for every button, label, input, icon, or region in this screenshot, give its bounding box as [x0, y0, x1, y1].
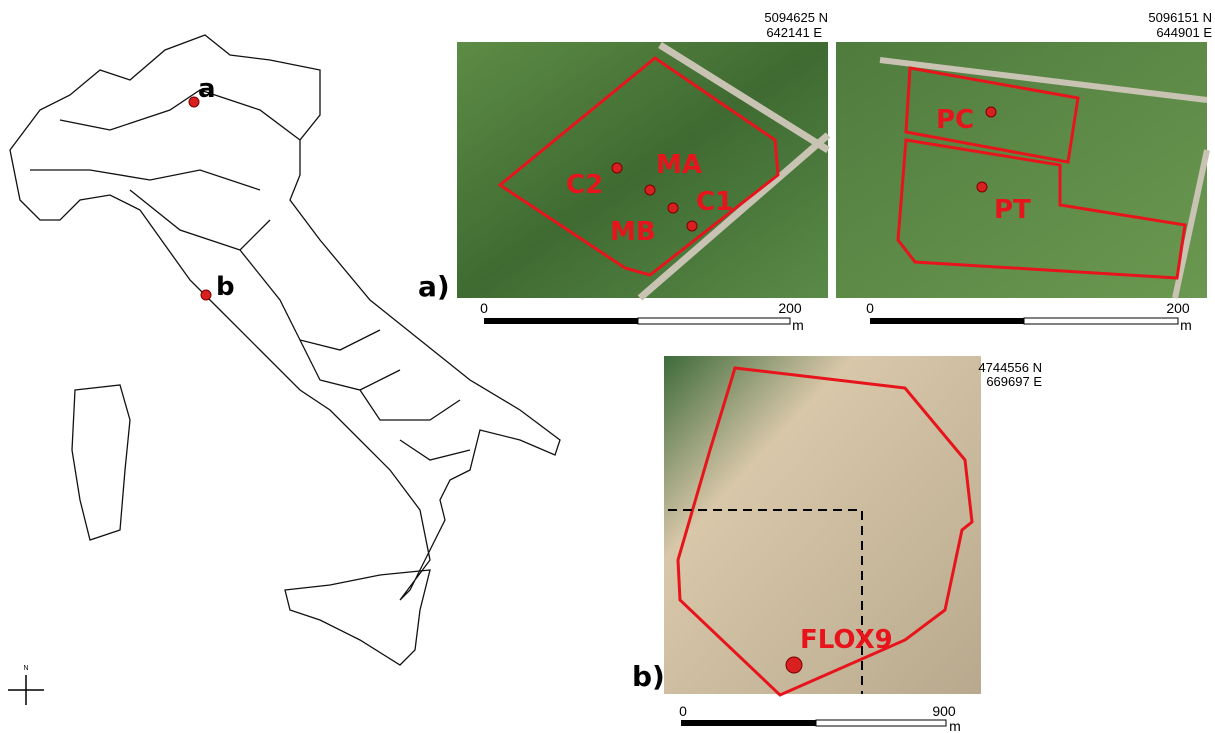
site-label: b	[216, 272, 235, 302]
point-marker	[786, 657, 802, 673]
scale-bar	[1024, 318, 1178, 324]
coordinate: 4744556 N	[978, 360, 1042, 375]
point-marker	[645, 185, 655, 195]
site-label: a	[198, 74, 216, 104]
point-marker	[986, 107, 996, 117]
scale-unit: m	[949, 718, 961, 733]
north-arrow	[8, 675, 44, 705]
scale-bar	[484, 318, 638, 324]
scale-label: 0	[866, 300, 874, 316]
scale-label: 200	[778, 300, 802, 316]
point-label: FLOX9	[800, 625, 893, 655]
north-label: N	[23, 665, 28, 672]
figure: a b N 5094625 N 642141 E C2 MA C1 MB 0 2…	[0, 0, 1215, 733]
scale-bar	[681, 720, 816, 726]
point-label: PT	[994, 195, 1031, 225]
point-label: MA	[656, 150, 702, 180]
panel-label: b)	[632, 660, 665, 693]
panel-label: a)	[418, 270, 450, 303]
coordinate: 669697 E	[986, 374, 1042, 389]
point-label: C2	[566, 170, 603, 200]
aerial-image	[836, 42, 1207, 298]
scale-label: 0	[679, 703, 687, 719]
point-label: MB	[610, 217, 656, 247]
scale-bar	[816, 720, 946, 726]
coordinate: 5096151 N	[1148, 10, 1212, 25]
scale-bar	[638, 318, 790, 324]
point-label: C1	[696, 187, 733, 217]
point-marker	[612, 163, 622, 173]
scale-unit: m	[792, 317, 804, 333]
scale-bar	[870, 318, 1024, 324]
aerial-image	[457, 42, 828, 298]
scale-unit: m	[1180, 317, 1192, 333]
point-marker	[977, 182, 987, 192]
scale-label: 900	[932, 703, 956, 719]
point-marker	[687, 221, 697, 231]
coordinate: 644901 E	[1156, 25, 1212, 40]
coordinate: 642141 E	[766, 25, 822, 40]
point-marker	[668, 203, 678, 213]
coordinate: 5094625 N	[764, 10, 828, 25]
point-label: PC	[936, 105, 974, 135]
site-marker	[201, 290, 211, 300]
scale-label: 0	[480, 300, 488, 316]
scale-label: 200	[1166, 300, 1190, 316]
